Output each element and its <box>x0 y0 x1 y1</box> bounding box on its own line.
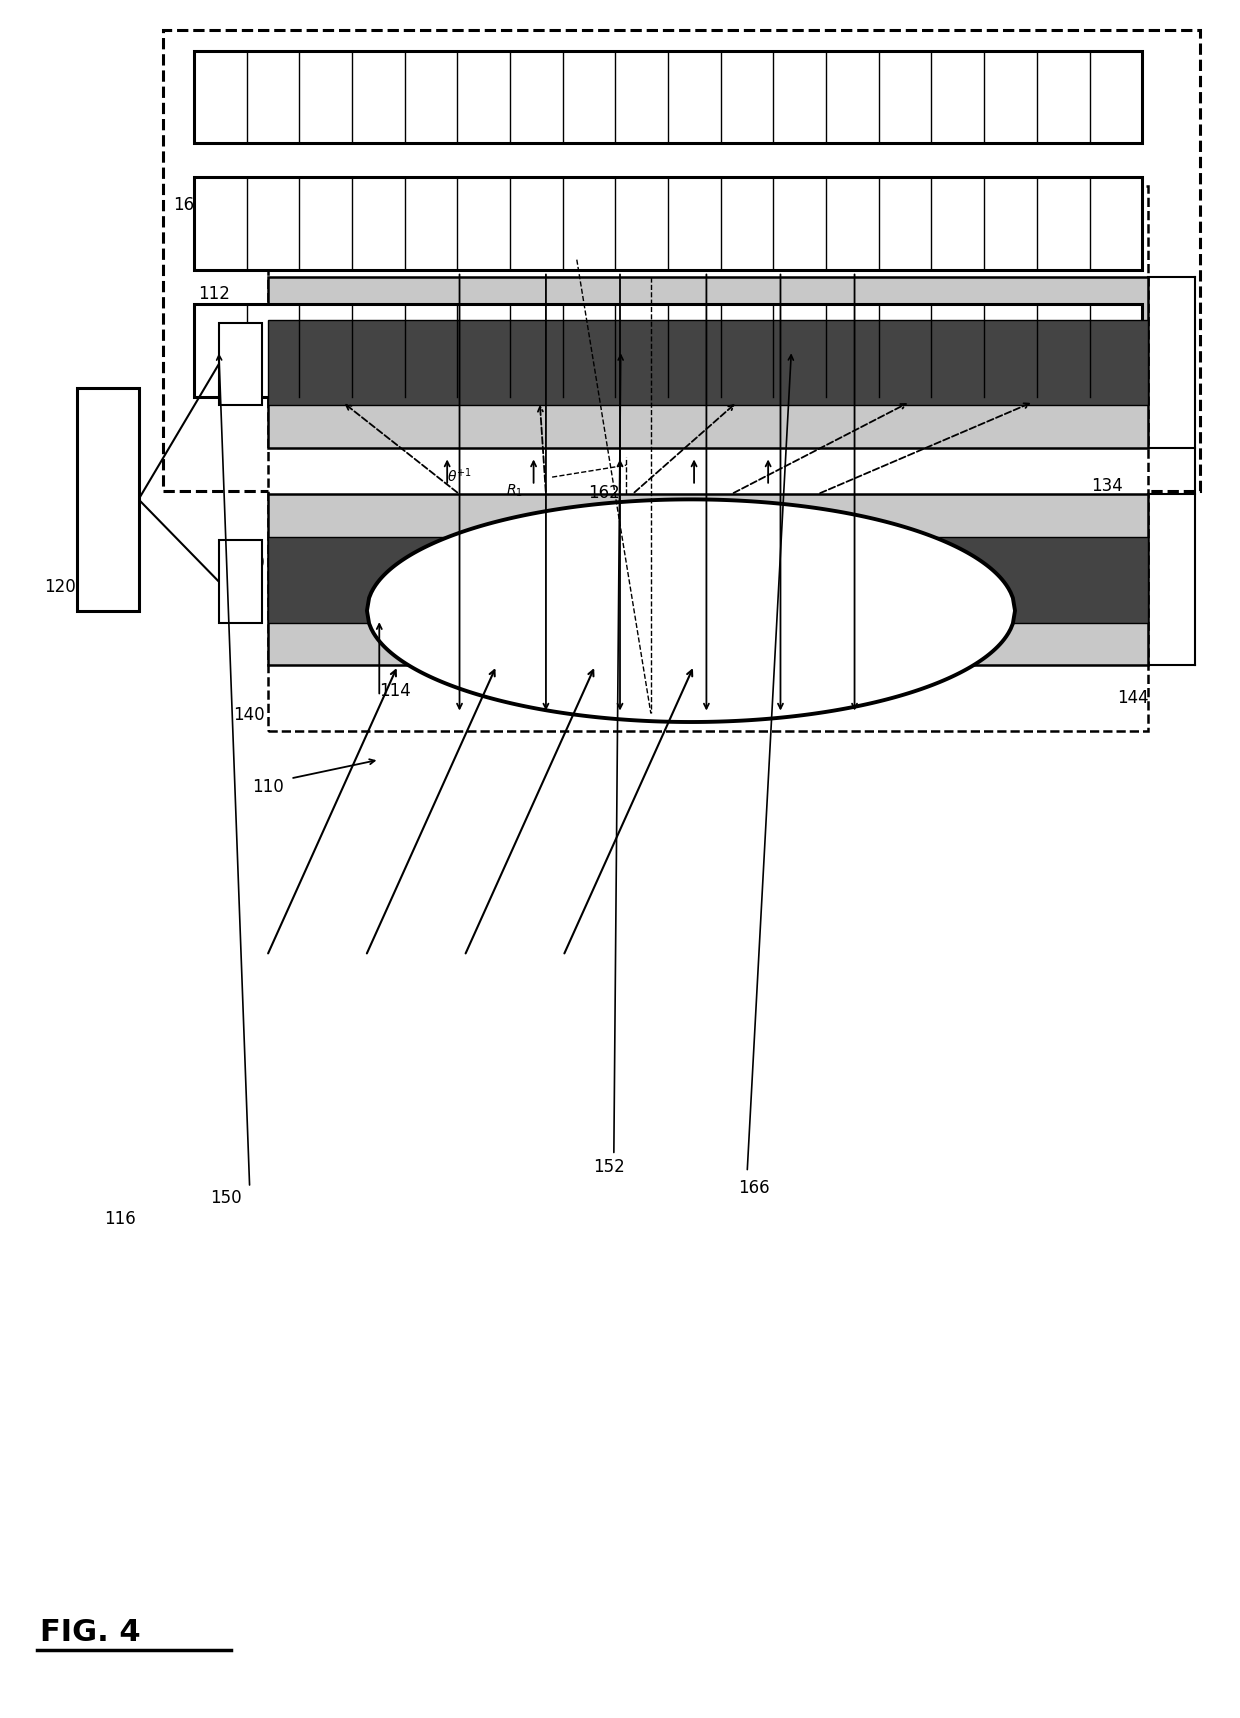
Bar <box>195 304 1142 397</box>
Bar <box>77 388 139 610</box>
Bar <box>268 277 1148 448</box>
Text: 166: 166 <box>739 1179 770 1197</box>
Text: 132: 132 <box>774 199 806 216</box>
Text: 112: 112 <box>198 285 229 302</box>
Bar <box>164 31 1200 491</box>
Text: $R_2$: $R_2$ <box>583 593 600 608</box>
Text: 110: 110 <box>253 778 284 795</box>
Text: $R_1$: $R_1$ <box>506 483 523 498</box>
Text: 152: 152 <box>593 1158 625 1177</box>
Bar <box>195 177 1142 270</box>
Bar <box>268 320 1148 405</box>
Text: 150: 150 <box>210 1189 242 1208</box>
Text: $\theta^{+1}$: $\theta^{+1}$ <box>448 466 472 484</box>
Bar <box>195 52 1142 143</box>
Text: FIG. 4: FIG. 4 <box>40 1618 140 1648</box>
Text: 162: 162 <box>588 483 620 502</box>
Bar <box>218 323 262 405</box>
Text: 140: 140 <box>233 706 264 725</box>
Polygon shape <box>367 500 1016 722</box>
Text: 130: 130 <box>233 553 264 572</box>
Text: $\theta^{+2}$: $\theta^{+2}$ <box>531 576 556 594</box>
Bar <box>268 538 1148 622</box>
Text: 120: 120 <box>43 577 76 596</box>
Text: 160: 160 <box>174 196 205 213</box>
Text: 134: 134 <box>1091 476 1123 495</box>
Text: 116: 116 <box>104 1209 135 1228</box>
Text: 142: 142 <box>1114 576 1146 594</box>
Text: 164: 164 <box>714 624 745 643</box>
Text: 114: 114 <box>379 682 410 701</box>
Bar <box>268 495 1148 665</box>
Bar <box>218 541 262 622</box>
Text: 144: 144 <box>1117 689 1149 708</box>
Bar <box>268 186 1148 730</box>
